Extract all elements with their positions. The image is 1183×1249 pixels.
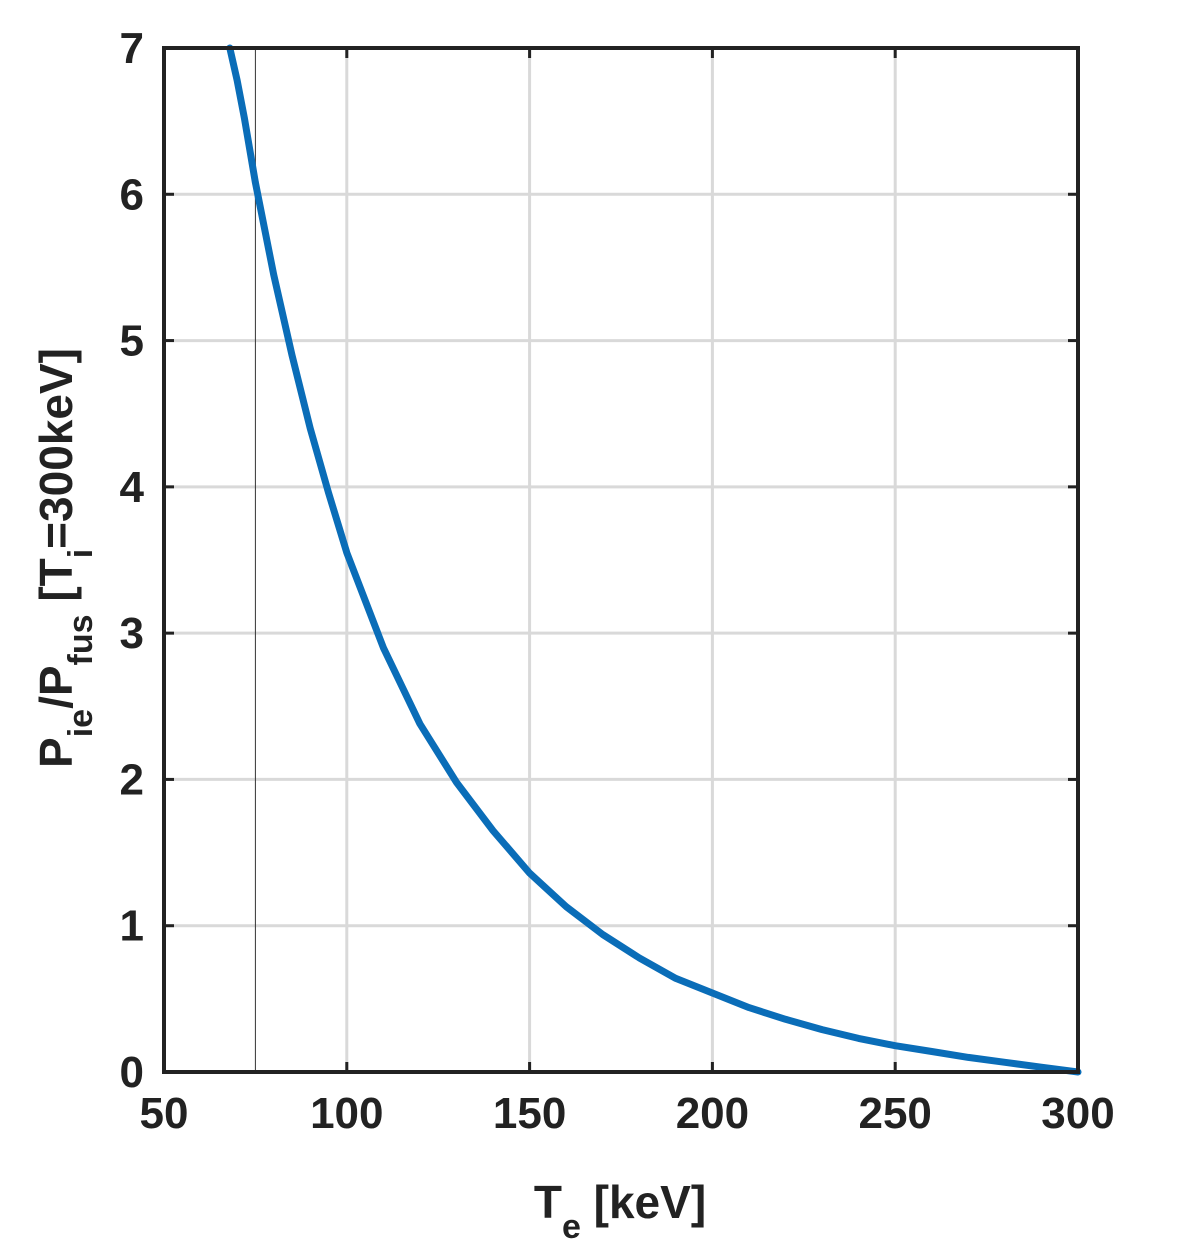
y-tick-label: 7 xyxy=(120,24,144,73)
y-label-text: /P xyxy=(30,665,82,708)
y-label-subscript: i xyxy=(62,549,100,558)
y-tick-label: 2 xyxy=(120,755,144,804)
y-label-text: [T xyxy=(30,558,82,614)
x-tick-labels: 50 100 150 200 250 300 xyxy=(140,1089,1115,1138)
y-tick-label: 4 xyxy=(120,463,145,512)
x-tick-label: 100 xyxy=(310,1089,383,1138)
axes xyxy=(162,46,1080,1074)
y-label-text: P xyxy=(30,737,82,768)
x-tick-label: 150 xyxy=(493,1089,566,1138)
x-tick-label: 250 xyxy=(858,1089,931,1138)
y-tick-label: 6 xyxy=(120,170,144,219)
y-tick-label: 1 xyxy=(120,902,144,951)
x-axis-label: Te [keV] xyxy=(534,1176,706,1246)
series-layer xyxy=(226,44,1082,1076)
x-tick-label: 200 xyxy=(676,1089,749,1138)
y-label-subscript: ie xyxy=(62,709,100,737)
plot-frame xyxy=(162,46,1080,1074)
grid-lines xyxy=(164,48,1078,1072)
y-axis-label: Pie/Pfus [Ti=300keV] xyxy=(30,348,100,768)
y-tick-labels: 0 1 2 3 4 5 6 7 xyxy=(120,24,145,1097)
x-tick-label: 50 xyxy=(140,1089,189,1138)
x-tick-label: 300 xyxy=(1041,1089,1114,1138)
y-tick-label: 3 xyxy=(120,609,144,658)
y-tick-label: 5 xyxy=(120,317,144,366)
y-label-text: =300keV] xyxy=(30,348,82,549)
y-tick-label: 0 xyxy=(120,1048,144,1097)
y-label-subscript: fus xyxy=(62,614,100,665)
data-series-line xyxy=(226,44,1082,1076)
